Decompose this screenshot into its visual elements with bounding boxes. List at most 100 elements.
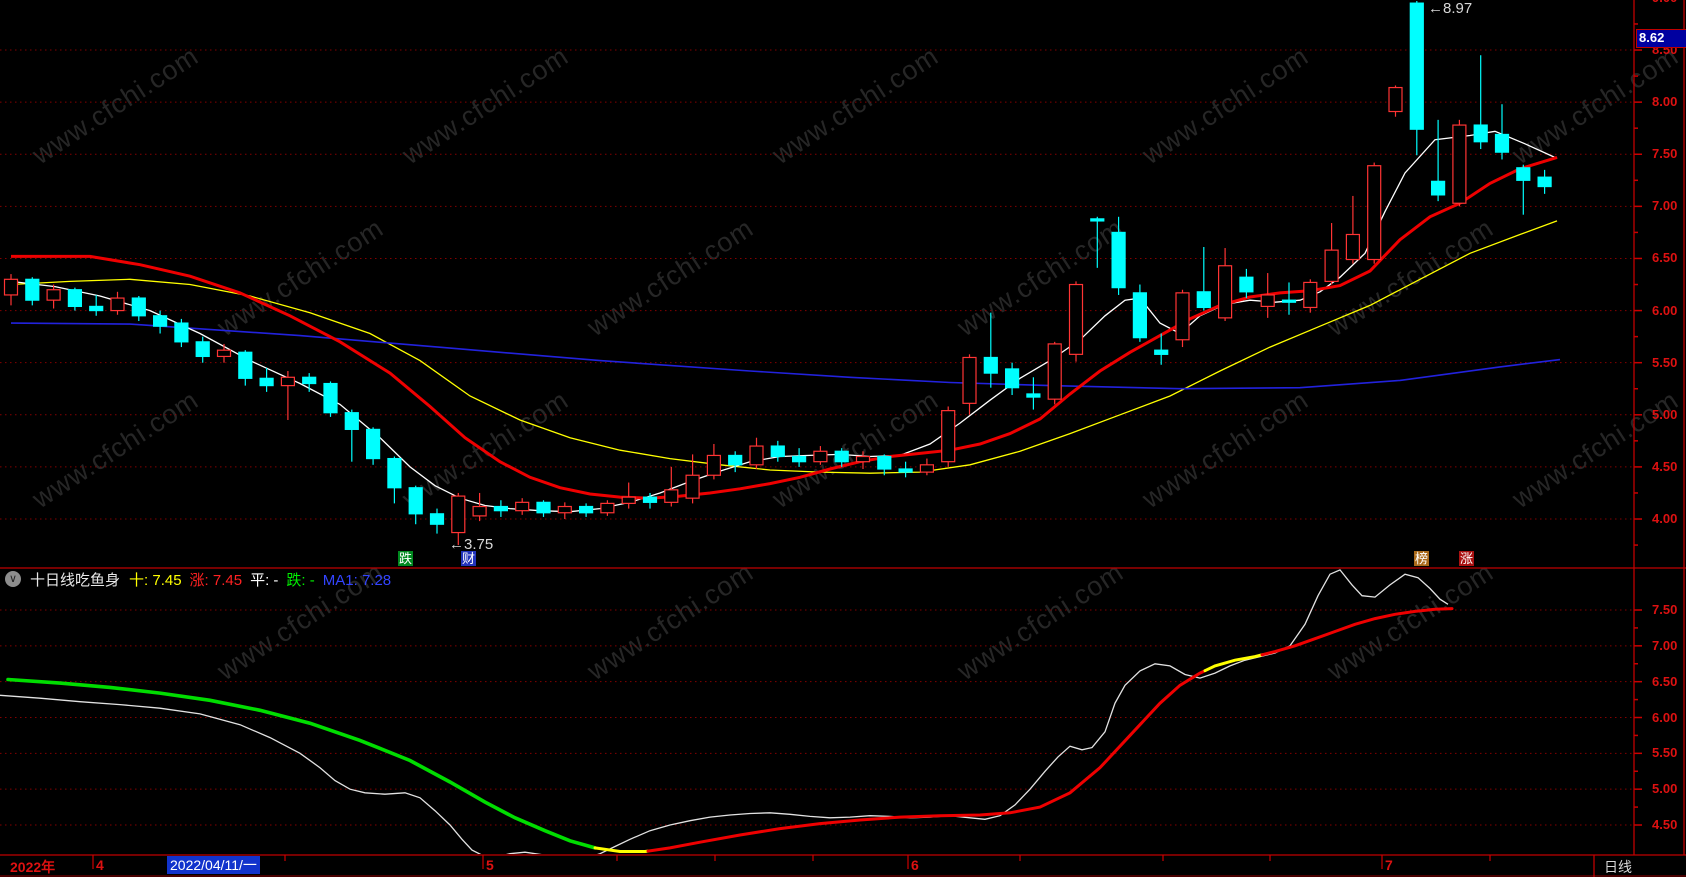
panel2-price-label: 7.50 <box>1652 602 1678 617</box>
candle-down <box>578 505 594 514</box>
candle-up <box>557 505 572 514</box>
indicator-field: MA1: 7.28 <box>322 571 392 589</box>
candle-up <box>1345 233 1361 261</box>
candle-down <box>1281 299 1297 303</box>
candle-up <box>855 455 871 463</box>
watermark-text: www.cfchi.com <box>1136 385 1314 515</box>
panel2-price-label: 5.00 <box>1652 781 1678 797</box>
watermark-text: www.cfchi.com <box>26 41 204 171</box>
candle-up <box>941 410 956 463</box>
candle-down <box>366 428 381 460</box>
candle-up <box>1388 86 1403 113</box>
candle-up <box>1303 281 1318 309</box>
candle-down <box>1196 291 1211 309</box>
candle-down <box>791 455 807 463</box>
month-label: 6 <box>911 857 919 873</box>
panel1-price-label: 8.00 <box>1652 94 1678 110</box>
candle-down <box>1473 124 1488 143</box>
candle-down <box>408 487 423 515</box>
candle-down <box>728 454 743 466</box>
candle-down <box>834 450 849 463</box>
watermark-text: www.cfchi.com <box>951 213 1129 343</box>
panel1-price-label: 6.00 <box>1652 302 1678 318</box>
panel1-price-label: 6.50 <box>1652 250 1678 266</box>
candle-up <box>919 464 935 473</box>
event-label[interactable]: 财 <box>461 551 477 566</box>
period-label[interactable]: 日线 <box>1604 859 1632 875</box>
candle-down <box>67 289 83 308</box>
indicator-ma-segment <box>593 846 650 853</box>
price-annotation: ←3.75 <box>449 536 494 553</box>
panel1-price-label: 4.00 <box>1652 511 1678 527</box>
indicator-ma-segment <box>1203 653 1264 673</box>
x-ticks <box>92 855 1491 869</box>
candle-down <box>493 505 508 512</box>
candle-up <box>621 496 636 504</box>
watermark-text: www.cfchi.com <box>581 213 759 343</box>
indicator-field: 涨: 7.45 <box>189 571 243 589</box>
panel2-plot <box>0 569 1454 854</box>
price-annotation: ←8.97 <box>1428 0 1473 17</box>
date-badge[interactable]: 2022/04/11/一 <box>167 856 260 874</box>
candle-up <box>1367 165 1382 261</box>
candle-up <box>3 278 19 296</box>
panel1-price-label: 9.00 <box>1652 0 1686 5</box>
candle-down <box>877 455 892 470</box>
indicator-ma-segment <box>1260 607 1454 657</box>
candle-down <box>1132 292 1148 339</box>
watermark-text: www.cfchi.com <box>581 557 759 687</box>
candle-up <box>280 376 295 387</box>
candle-down <box>536 501 551 514</box>
panel2-price-label: 6.50 <box>1652 673 1678 689</box>
candle-down <box>153 315 168 327</box>
watermark-text: www.cfchi.com <box>766 41 944 171</box>
candle-down <box>387 457 402 489</box>
candle-up <box>1175 292 1190 341</box>
candle-down <box>898 468 913 473</box>
indicator-field: 跌: - <box>286 571 315 589</box>
month-label: 4 <box>96 857 104 873</box>
event-label[interactable]: 榜 <box>1414 551 1430 566</box>
candle-up <box>1047 343 1062 400</box>
indicator-title: 十日线吃鱼身 <box>30 571 121 589</box>
panel1-price-label: 4.50 <box>1652 458 1678 474</box>
watermark-text: www.cfchi.com <box>766 385 944 515</box>
candle-up <box>451 495 466 534</box>
candle-up <box>110 297 125 312</box>
candle-down <box>302 376 317 385</box>
panel1-price-label: 7.50 <box>1652 146 1678 162</box>
month-label: 7 <box>1385 857 1393 873</box>
panel2-price-label: 4.50 <box>1652 817 1678 832</box>
axis-ticks <box>1634 23 1642 826</box>
event-label[interactable]: 跌 <box>398 551 414 566</box>
candle-up <box>515 501 530 512</box>
candle-down <box>642 496 658 503</box>
indicator-field: 平: - <box>250 571 279 589</box>
candle-up <box>1217 265 1233 319</box>
watermark-text: www.cfchi.com <box>1506 385 1684 515</box>
candle-down <box>983 356 998 374</box>
candle-up <box>472 505 487 517</box>
indicator-header: ∨ 十日线吃鱼身 十: 7.45 涨: 7.45 平: - 跌: - MA1: 7.28 <box>5 570 399 589</box>
ma-blue <box>10 322 1561 390</box>
panel2-price-label: 7.00 <box>1652 637 1678 653</box>
panel1-plot <box>3 1 1561 546</box>
candle-down <box>1004 368 1020 389</box>
candle-down <box>259 377 274 387</box>
candle-down <box>1090 218 1105 222</box>
candle-down <box>1239 276 1254 293</box>
event-label[interactable]: 涨 <box>1459 551 1475 566</box>
panel2-price-label: 6.00 <box>1652 709 1678 725</box>
collapse-indicator-icon[interactable]: ∨ <box>5 571 21 587</box>
ma-red <box>11 155 1558 500</box>
candle-up <box>216 349 232 358</box>
candle-up <box>962 356 977 404</box>
panel1-price-label: 7.00 <box>1652 198 1678 214</box>
candle-down <box>1430 180 1446 196</box>
watermark-layer: www.cfchi.com www.cfchi.com www.cfchi.com w… <box>26 41 1684 687</box>
panel1-price-label: 5.50 <box>1652 354 1678 370</box>
candle-down <box>195 341 210 358</box>
